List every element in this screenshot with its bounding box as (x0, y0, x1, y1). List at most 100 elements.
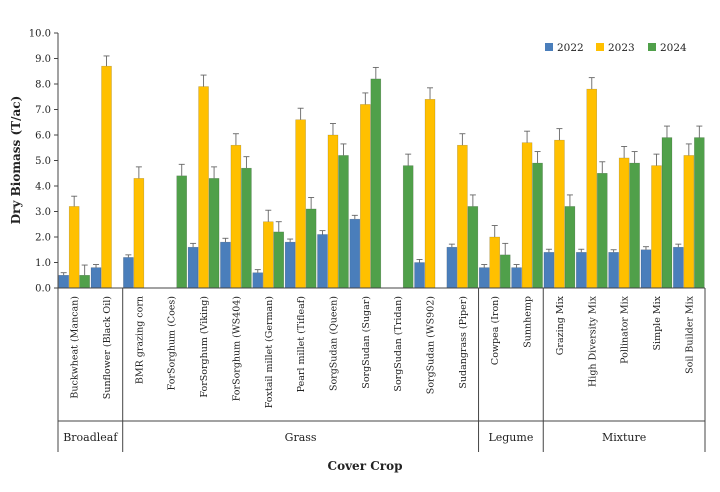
bar-2024 (564, 206, 576, 289)
x-category-label: Foxtail millet (German) (264, 296, 275, 408)
bar-2022 (349, 218, 361, 289)
bar-2022 (511, 267, 522, 289)
bar-2024 (79, 275, 90, 289)
bar-2023 (424, 99, 436, 289)
bar-2022 (317, 234, 328, 289)
bar-2023 (327, 134, 339, 289)
y-tick-label: 7.0 (35, 105, 51, 116)
y-tick-label: 8.0 (35, 80, 51, 91)
legend-swatch-2023 (596, 43, 604, 51)
group-label: Mixture (602, 431, 646, 444)
bar-2022 (90, 267, 102, 289)
bar-2024 (241, 167, 252, 289)
bar-2022 (608, 252, 619, 289)
bar-2023 (457, 144, 468, 289)
y-tick-label: 1.0 (35, 258, 51, 269)
bar-2024 (532, 162, 543, 289)
x-axis-category-labels: Buckwheat (Mancan) Sunflower (Black Oil) B… (70, 295, 696, 408)
legend: 2022 2023 2024 (545, 42, 687, 54)
bar-2022 (220, 241, 231, 289)
bar-2022 (284, 241, 296, 289)
x-category-label: BMR grazing corn (134, 296, 145, 384)
bar-2023 (295, 119, 306, 289)
y-axis-title: Dry Biomass (T/ac) (9, 96, 23, 225)
x-category-label: Grazing Mix (555, 295, 566, 355)
bar-2022 (187, 246, 199, 289)
x-category-label: Soil Builder Mix (684, 295, 695, 374)
bar-2022 (576, 252, 587, 289)
x-category-label: Pearl millet (Tifleaf) (296, 296, 307, 392)
bar-2023 (198, 86, 209, 289)
bar-2024 (694, 137, 705, 289)
y-tick-label: 9.0 (35, 54, 51, 65)
x-category-label: Pollinator Mix (620, 295, 631, 363)
y-tick-label: 2.0 (35, 233, 51, 244)
legend-label-2023: 2023 (608, 42, 635, 54)
bar-2023 (618, 157, 630, 289)
x-category-label: ForSorghum (Coes) (167, 296, 178, 390)
x-category-label: High Diversity Mix (587, 295, 598, 387)
y-tick-label: 0.0 (35, 284, 51, 295)
bar-2024 (273, 231, 285, 289)
group-label: Grass (285, 431, 317, 444)
x-category-label: SorgSudan (Tridan) (393, 296, 404, 392)
bar-2024 (370, 78, 382, 289)
y-tick-label: 6.0 (35, 131, 51, 142)
bar-2024 (338, 155, 349, 289)
bar-2022 (446, 246, 458, 289)
bar-2023 (68, 206, 80, 289)
x-category-label: Sudangrass (Piper) (458, 296, 469, 389)
bar-2023 (360, 104, 371, 289)
bar-2023 (521, 142, 533, 289)
y-axis-ticks: 0.0 1.0 2.0 3.0 4.0 5.0 6.0 7.0 8.0 9.0 10.0 (29, 29, 58, 295)
x-axis-title: Cover Crop (328, 459, 403, 473)
x-category-label: SorgSudan (Queen) (328, 296, 339, 391)
bar-2023 (683, 155, 695, 289)
bar-2022 (543, 252, 555, 289)
group-label: Legume (488, 431, 533, 444)
bar-2024 (629, 162, 640, 289)
x-category-label: SorgSudan (Sugar) (361, 296, 372, 389)
bar-2022 (640, 249, 652, 289)
bars (58, 55, 705, 289)
bar-2023 (101, 65, 112, 289)
x-category-label: Sunnhemp (523, 296, 534, 348)
x-category-label: ForSorghum (Viking) (199, 296, 210, 398)
x-category-label: Sunflower (Black Oil) (102, 296, 113, 399)
bar-2023 (651, 165, 662, 289)
bar-2023 (586, 88, 598, 289)
x-category-label: Buckwheat (Mancan) (70, 296, 81, 399)
legend-swatch-2022 (545, 43, 553, 51)
x-category-label: SorgSudan (WS902) (426, 296, 437, 394)
bar-2023 (230, 144, 242, 289)
bar-2023 (133, 178, 145, 289)
x-category-label: ForSorghum (WS404) (231, 296, 242, 401)
bar-2024 (208, 178, 220, 289)
bar-2024 (499, 254, 511, 289)
bar-2024 (402, 165, 414, 289)
x-category-label: Cowpea (Iron) (490, 296, 501, 365)
bar-2024 (467, 206, 479, 289)
x-axis-group-labels: Broadleaf Grass Legume Mixture (57, 288, 706, 452)
bar-2022 (414, 262, 425, 289)
bar-2024 (305, 208, 317, 289)
bar-2022 (673, 246, 684, 289)
y-tick-label: 5.0 (35, 156, 51, 167)
legend-swatch-2024 (648, 43, 656, 51)
bar-2023 (263, 221, 274, 289)
legend-label-2022: 2022 (557, 42, 584, 54)
bar-2023 (554, 139, 565, 289)
legend-label-2024: 2024 (660, 42, 687, 54)
bar-2023 (489, 236, 500, 289)
bar-2024 (661, 137, 673, 289)
bar-2022 (252, 272, 264, 289)
group-label: Broadleaf (63, 431, 118, 444)
y-tick-label: 3.0 (35, 207, 51, 218)
y-tick-label: 10.0 (29, 29, 51, 40)
bar-2024 (597, 173, 608, 289)
x-category-label: Simple Mix (652, 295, 663, 350)
y-tick-label: 4.0 (35, 182, 51, 193)
bar-2024 (176, 175, 187, 289)
bar-2022 (478, 267, 490, 289)
